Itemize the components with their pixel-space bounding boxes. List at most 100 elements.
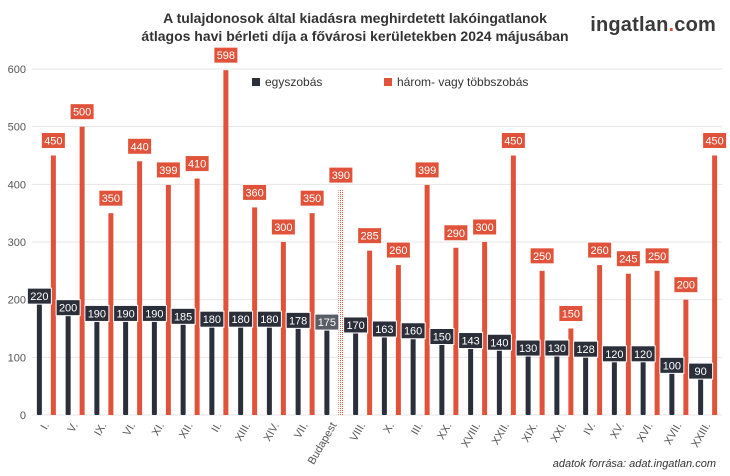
bar-harom-vagy-tobbszobas — [280, 242, 286, 415]
bar-egyszobas — [36, 288, 42, 415]
data-label-text: 200 — [677, 280, 695, 292]
brand-dot: . — [668, 14, 675, 36]
data-label-box — [155, 161, 181, 179]
data-label-box — [328, 166, 354, 184]
bar-harom-vagy-tobbszobas — [510, 155, 516, 415]
x-category-label: XV. — [608, 421, 627, 441]
data-label-box — [558, 305, 584, 322]
bar-harom-vagy-tobbszobas — [712, 155, 718, 415]
data-label-egyszobas: 128 — [573, 340, 599, 358]
data-label-text: 180 — [231, 314, 249, 326]
data-label-egyszobas: 163 — [371, 320, 397, 338]
data-label-text: 100 — [663, 360, 681, 372]
data-label-egyszobas: 185 — [170, 307, 196, 325]
data-label-harom: 410 — [184, 155, 210, 173]
data-label-text: 190 — [116, 308, 134, 320]
data-label-box — [702, 132, 728, 149]
data-label-harom: 300 — [270, 218, 296, 236]
bar-harom-vagy-tobbszobas — [367, 250, 373, 415]
data-label-box — [40, 132, 66, 149]
data-label-harom: 245 — [615, 250, 641, 268]
bar-harom-vagy-tobbszobas — [539, 270, 545, 415]
x-category-label: XIII. — [233, 421, 253, 444]
data-label-harom: 250 — [529, 247, 555, 265]
data-label-box — [141, 304, 167, 322]
data-label-egyszobas: 190 — [113, 304, 139, 322]
data-label-harom: 450 — [40, 132, 66, 149]
bar-egyszobas — [525, 340, 531, 415]
data-label-box — [343, 316, 369, 334]
data-label-harom: 450 — [500, 132, 526, 149]
data-label-box — [486, 333, 512, 351]
bar-harom-vagy-tobbszobas — [395, 265, 401, 415]
data-label-harom: 450 — [702, 132, 728, 149]
bar-harom-vagy-tobbszobas — [338, 190, 344, 415]
data-label-text: 450 — [44, 136, 62, 148]
data-label-box — [500, 132, 526, 149]
data-label-harom: 399 — [155, 161, 181, 179]
bar-harom-vagy-tobbszobas — [654, 270, 660, 415]
data-label-egyszobas: 220 — [26, 287, 52, 305]
data-label-egyszobas: 130 — [544, 339, 570, 357]
data-label-box — [615, 250, 641, 268]
data-label-box — [357, 227, 383, 245]
data-label-box — [429, 328, 455, 345]
data-label-text: 190 — [145, 308, 163, 320]
data-label-box — [270, 218, 296, 236]
data-label-box — [55, 299, 81, 317]
data-label-text: 260 — [389, 245, 407, 257]
data-label-box — [127, 137, 153, 155]
data-label-text: 180 — [203, 314, 221, 326]
data-label-text: 410 — [188, 159, 206, 171]
bar-harom-vagy-tobbszobas — [625, 273, 631, 415]
data-label-text: 185 — [174, 311, 192, 323]
data-label-text: 163 — [375, 324, 393, 336]
data-label-text: 128 — [576, 344, 594, 356]
x-category-label: X. — [381, 421, 397, 436]
x-category-label: IV. — [582, 421, 599, 438]
bar-egyszobas — [180, 308, 186, 415]
data-label-box — [587, 241, 613, 259]
data-label-box — [371, 320, 397, 338]
data-label-box — [515, 339, 541, 357]
data-label-egyszobas: 178 — [285, 311, 311, 329]
data-label-text: 350 — [303, 193, 321, 205]
x-category-label: XIV. — [262, 421, 282, 444]
data-label-box — [601, 345, 627, 363]
legend-label-egyszobas: egyszobás — [265, 75, 322, 89]
y-tick-label: 600 — [8, 64, 26, 76]
data-label-box — [673, 276, 699, 294]
x-category-label: I. — [39, 421, 52, 432]
data-label-egyszobas: 90 — [688, 362, 714, 380]
data-label-text: 220 — [30, 291, 48, 303]
data-label-egyszobas: 175 — [314, 313, 340, 331]
data-label-text: 90 — [695, 366, 707, 378]
data-label-box — [170, 307, 196, 325]
data-label-harom: 500 — [69, 103, 95, 121]
data-label-egyszobas: 120 — [601, 345, 627, 363]
data-label-text: 399 — [418, 165, 436, 177]
y-tick-label: 300 — [8, 237, 26, 249]
data-label-box — [529, 247, 555, 265]
data-label-text: 250 — [648, 251, 666, 263]
data-label-text: 290 — [447, 228, 465, 240]
bar-egyszobas — [410, 322, 416, 415]
data-label-egyszobas: 143 — [458, 332, 484, 350]
data-label-harom: 390 — [328, 166, 354, 184]
x-category-label: XXII. — [490, 421, 512, 448]
bar-egyszobas — [209, 311, 215, 415]
data-label-egyszobas: 200 — [55, 299, 81, 317]
data-label-box — [84, 304, 110, 322]
data-label-harom: 250 — [644, 247, 670, 265]
data-label-text: 200 — [59, 303, 77, 315]
bar-egyszobas — [439, 328, 445, 415]
data-label-text: 140 — [490, 337, 508, 349]
chart-title-line-1: A tulajdonosok által kiadásra meghirdete… — [163, 10, 547, 26]
data-label-text: 260 — [590, 245, 608, 257]
chart-title: A tulajdonosok által kiadásra meghirdete… — [120, 9, 590, 45]
data-label-harom: 350 — [299, 189, 325, 207]
bar-egyszobas — [123, 305, 129, 415]
data-label-box — [443, 224, 469, 242]
bar-harom-vagy-tobbszobas — [482, 242, 488, 415]
data-label-box — [414, 161, 440, 179]
